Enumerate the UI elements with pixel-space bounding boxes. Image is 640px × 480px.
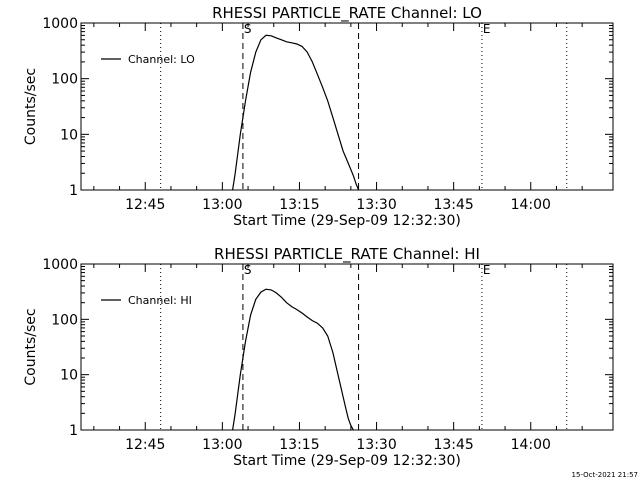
x-tick-label: 12:45 (125, 197, 165, 213)
x-tick-label: 13:00 (202, 437, 242, 453)
y-tick-label: 1 (69, 183, 78, 199)
y-axis-label: Counts/sec (23, 68, 39, 145)
plot-frame (80, 22, 614, 191)
chart-title: RHESSI PARTICLE_RATE Channel: LO (212, 4, 482, 23)
x-tick-label: 13:30 (356, 197, 396, 213)
x-tick-label: 13:00 (202, 197, 242, 213)
y-tick-label: 1000 (42, 257, 78, 273)
y-tick-label: 100 (51, 312, 78, 328)
x-tick-label: 13:15 (279, 437, 319, 453)
chart-title: RHESSI PARTICLE_RATE Channel: HI (214, 245, 480, 264)
x-axis-label: Start Time (29-Sep-09 12:32:30) (233, 213, 461, 229)
y-tick-label: 1000 (42, 16, 78, 32)
plot-timestamp: 15-Oct-2021 21:57 (571, 471, 638, 479)
y-tick-label: 10 (60, 368, 78, 384)
x-tick-label: 13:30 (356, 437, 396, 453)
series-line (232, 34, 360, 191)
x-tick-label: 13:45 (433, 437, 473, 453)
marker-label: S (244, 263, 252, 277)
x-tick-label: 14:00 (511, 437, 551, 453)
marker-label: S (244, 22, 252, 36)
x-axis-label: Start Time (29-Sep-09 12:32:30) (233, 453, 461, 469)
x-tick-label: 12:45 (125, 437, 165, 453)
plot-frame (80, 263, 614, 431)
legend-label: Channel: HI (128, 294, 192, 307)
x-tick-label: 13:45 (433, 197, 473, 213)
x-tick-label: 14:00 (511, 197, 551, 213)
marker-label: E (483, 263, 491, 277)
legend-label: Channel: LO (128, 53, 195, 66)
y-axis-label: Counts/sec (23, 308, 39, 385)
y-tick-label: 10 (60, 127, 78, 143)
marker-label: E (483, 22, 491, 36)
y-tick-label: 1 (69, 423, 78, 439)
series-line (232, 288, 354, 431)
x-tick-label: 13:15 (279, 197, 319, 213)
y-tick-label: 100 (51, 72, 78, 88)
